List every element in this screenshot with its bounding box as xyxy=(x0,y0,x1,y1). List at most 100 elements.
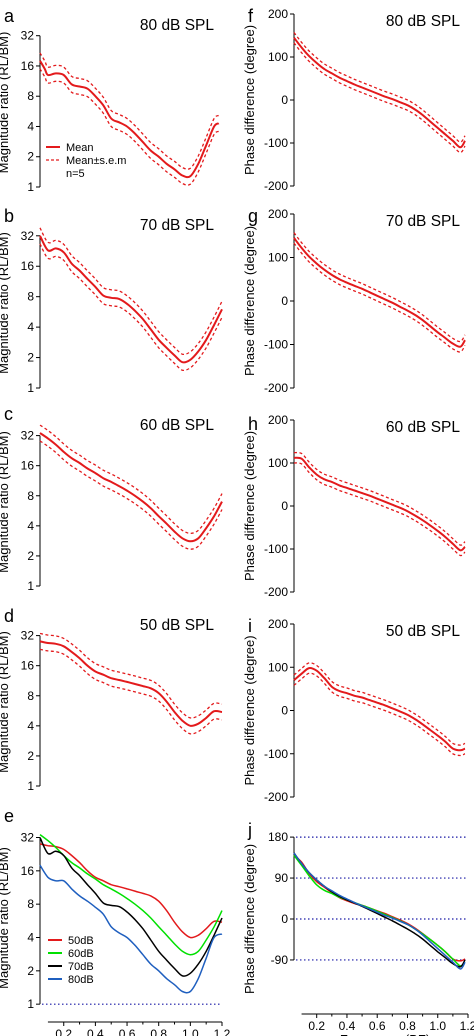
panel-title: 70 dB SPL xyxy=(386,213,460,230)
panel-h: h -200 -100 0 100 200 Phase difference (degree… xyxy=(242,413,466,599)
y-tick-label: 2 xyxy=(27,964,34,978)
y-tick-label: 32 xyxy=(21,629,35,643)
sem-lower-line xyxy=(39,68,220,186)
y-tick-label: 2 xyxy=(27,150,34,164)
series-line-mean xyxy=(39,235,223,364)
sem-lower-line xyxy=(39,243,223,372)
x-axis-label: Frequency (BF) xyxy=(340,1032,430,1036)
sem-upper-line xyxy=(293,232,466,343)
y-tick-label: 4 xyxy=(27,930,34,944)
y-tick-label: 16 xyxy=(21,59,35,73)
y-tick-label: -200 xyxy=(264,790,288,804)
panel-d: d 1 2 4 8 16 32 Magnitude ratio (RL/BM) 50 dB SP… xyxy=(0,606,223,793)
sem-lower-line xyxy=(293,462,466,557)
series-line-mean xyxy=(293,37,466,149)
panel-letter: j xyxy=(247,820,252,840)
panel-j: j -90 0 90 180 Phase difference (degree) 0.2 0.… xyxy=(242,820,474,1036)
panel-title: 60 dB SPL xyxy=(386,419,460,436)
y-tick-label: 2 xyxy=(27,549,34,563)
sem-lower-line xyxy=(293,672,466,757)
y-tick-label: 100 xyxy=(268,50,288,64)
y-tick-label: 180 xyxy=(268,830,288,844)
panel-title: 50 dB SPL xyxy=(386,623,460,640)
y-tick-label: -200 xyxy=(264,381,288,395)
panel-title: 60 dB SPL xyxy=(140,417,214,434)
y-tick-label: 8 xyxy=(27,689,34,703)
y-tick-label: 8 xyxy=(27,489,34,503)
y-tick-label: 4 xyxy=(27,719,34,733)
y-axis-label: Phase difference (degree) xyxy=(242,226,257,376)
y-tick-label: 0 xyxy=(281,704,288,718)
y-tick-label: 200 xyxy=(268,617,288,631)
legend-label: Mean±s.e.m xyxy=(66,155,126,167)
series-line-mean xyxy=(293,456,466,552)
y-tick-label: 32 xyxy=(21,830,35,844)
sem-upper-line xyxy=(293,451,466,546)
y-tick-label: -100 xyxy=(264,136,288,150)
panel-title: 50 dB SPL xyxy=(140,617,214,634)
y-axis-label: Magnitude ratio (RL/BM) xyxy=(0,232,11,374)
panel-c: c 1 2 4 8 16 32 Magnitude ratio (RL/BM) 60 dB SP… xyxy=(0,404,223,593)
legend-label: 70dB xyxy=(68,961,94,973)
y-tick-label: 0 xyxy=(281,912,288,926)
x-tick-label: 0.6 xyxy=(119,1027,136,1036)
panel-a: a 1 2 4 8 16 32 Magnitude ratio (RL/BM) 80 dB SP… xyxy=(0,6,220,194)
series-line-60db xyxy=(293,854,466,967)
panel-letter: h xyxy=(248,414,258,434)
y-tick-label: 1 xyxy=(27,180,34,194)
series-line-80db xyxy=(39,864,223,994)
x-tick-label: 0.2 xyxy=(55,1027,72,1036)
series-line-60db xyxy=(39,834,223,956)
x-tick-label: 1.0 xyxy=(182,1027,199,1036)
y-tick-label: 90 xyxy=(275,871,289,885)
sem-upper-line xyxy=(293,32,466,143)
panel-letter: d xyxy=(4,606,14,626)
legend-label: Mean xyxy=(66,142,94,154)
y-tick-label: 16 xyxy=(21,659,35,673)
x-tick-label: 1.2 xyxy=(460,1019,474,1033)
panel-letter: f xyxy=(248,6,254,26)
y-axis-label: Phase difference (degree) xyxy=(242,844,257,994)
series-line-mean xyxy=(293,667,466,752)
y-tick-label: 16 xyxy=(21,459,35,473)
y-tick-label: 32 xyxy=(21,29,35,43)
y-tick-label: 100 xyxy=(268,251,288,265)
x-tick-label: 1.0 xyxy=(429,1019,446,1033)
y-tick-label: 0 xyxy=(281,499,288,513)
y-tick-label: 8 xyxy=(27,897,34,911)
panel-letter: e xyxy=(4,806,14,826)
y-tick-label: 200 xyxy=(268,413,288,427)
series-line-mean xyxy=(39,432,223,543)
legend-label: 50dB xyxy=(68,935,94,947)
sem-upper-line xyxy=(39,227,223,356)
panel-i: i -200 -100 0 100 200 Phase difference (degree… xyxy=(242,616,466,804)
sem-upper-line xyxy=(39,52,220,170)
y-tick-label: 0 xyxy=(281,93,288,107)
panel-f: f -200 -100 0 100 200 Phase difference (degree… xyxy=(242,6,466,193)
x-tick-label: 0.4 xyxy=(339,1019,356,1033)
y-axis-label: Magnitude ratio (RL/BM) xyxy=(0,431,11,573)
x-tick-label: 0.8 xyxy=(150,1027,167,1036)
sem-upper-line xyxy=(39,632,223,719)
y-tick-label: 200 xyxy=(268,7,288,21)
y-tick-label: 4 xyxy=(27,320,34,334)
sem-lower-line xyxy=(293,42,466,154)
legend-label: 80dB xyxy=(68,974,94,986)
y-axis-label: Magnitude ratio (RL/BM) xyxy=(0,847,11,989)
y-tick-label: 1 xyxy=(27,997,34,1011)
series-line-80db xyxy=(293,852,466,970)
y-tick-label: -200 xyxy=(264,179,288,193)
x-tick-label: 0.6 xyxy=(369,1019,386,1033)
x-tick-label: 1.2 xyxy=(214,1027,231,1036)
series-line-70db xyxy=(39,837,223,977)
y-axis-label: Phase difference (degree) xyxy=(242,431,257,581)
y-tick-label: 2 xyxy=(27,749,34,763)
sem-lower-line xyxy=(293,242,466,353)
x-tick-label: 0.2 xyxy=(308,1019,325,1033)
series-line-mean xyxy=(293,237,466,348)
x-tick-label: 0.4 xyxy=(87,1027,104,1036)
panel-e: e 1 2 4 8 16 32 Magnitude ratio (RL/BM) 0.2 0.4 0.… xyxy=(0,806,231,1036)
y-tick-label: 1 xyxy=(27,579,34,593)
sem-lower-line xyxy=(39,440,223,550)
sem-upper-line xyxy=(39,424,223,535)
